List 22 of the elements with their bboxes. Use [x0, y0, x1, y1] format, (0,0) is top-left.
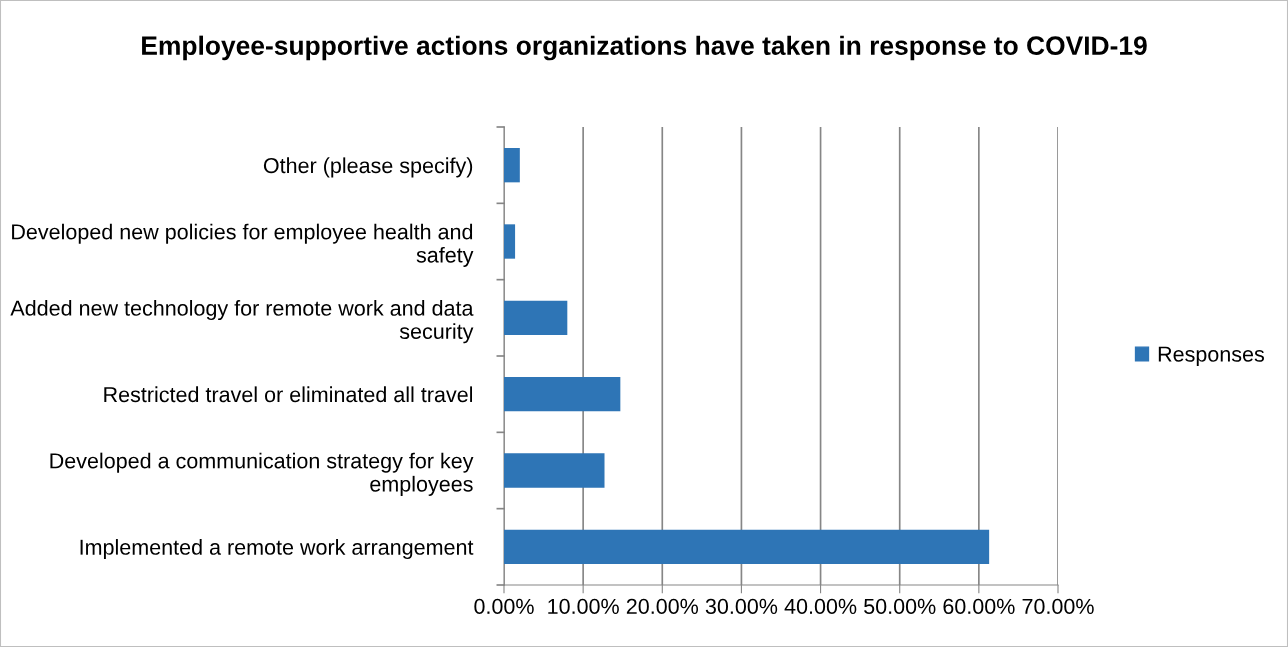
x-tick-label: 0.00%: [474, 598, 534, 615]
x-tick-label: 20.00%: [626, 598, 699, 615]
x-tick-label: 10.00%: [548, 598, 619, 615]
chart-title: Employee-supportive actions organizations have taken in response to COVID-19: [142, 35, 1147, 61]
y-tick-label: Added new technology for remote work and data security: [10, 300, 474, 344]
y-tick-label: Developed new policies for employee health and safety: [12, 223, 474, 267]
x-tick-label: 70.00%: [1022, 598, 1094, 615]
bar: [504, 147, 520, 183]
y-tick-label: Implemented a remote work arrangement: [80, 539, 474, 560]
x-tick-label: 40.00%: [784, 598, 857, 615]
bar: [504, 224, 516, 259]
x-tick-label: 60.00%: [943, 598, 1015, 615]
legend-label: Responses: [1158, 346, 1264, 367]
y-tick-label: Restricted travel or eliminated all travel: [104, 386, 473, 403]
y-tick-label: Other (please specify): [263, 157, 473, 178]
bar: [504, 300, 568, 336]
bar: [504, 376, 621, 412]
bar: [504, 453, 605, 488]
x-tick-label: 50.00%: [864, 598, 936, 615]
x-tick-label: 30.00%: [705, 598, 778, 615]
bar: [504, 529, 990, 565]
y-tick-label: Developed a communication strategy for key employees: [50, 452, 474, 496]
